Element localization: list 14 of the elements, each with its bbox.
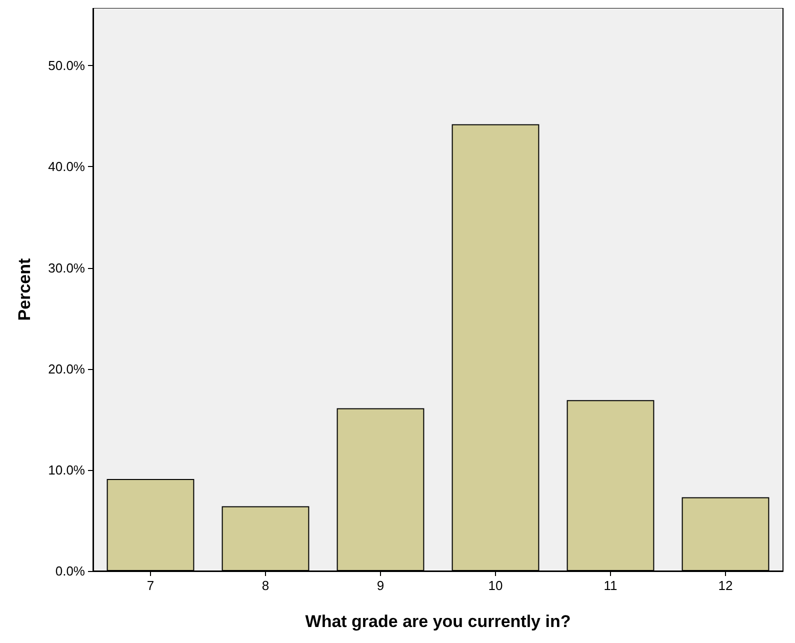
x-tick-label: 7 xyxy=(146,578,154,593)
y-axis-title: Percent xyxy=(15,258,34,321)
y-tick-label: 50.0% xyxy=(48,58,86,74)
x-tick-label: 8 xyxy=(262,578,270,593)
y-tick-label: 0.0% xyxy=(55,564,86,578)
y-tick-label: 10.0% xyxy=(48,462,86,478)
x-tick-label: 10 xyxy=(488,578,503,593)
x-tick-label: 12 xyxy=(718,578,733,593)
y-tick-label: 40.0% xyxy=(48,159,86,174)
x-tick-label: 11 xyxy=(604,578,618,593)
x-tick-label: 9 xyxy=(376,578,384,593)
y-tick-label: 30.0% xyxy=(48,260,86,276)
x-axis-title: What grade are you currently in? xyxy=(305,612,571,631)
y-tick-label: 20.0% xyxy=(48,361,86,376)
